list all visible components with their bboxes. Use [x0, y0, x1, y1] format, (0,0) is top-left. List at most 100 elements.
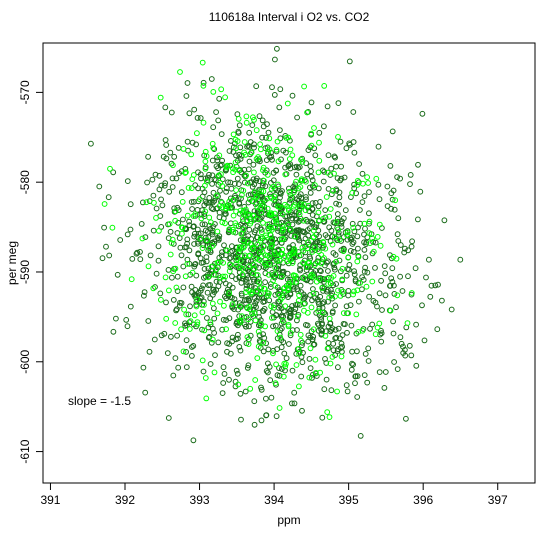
scatter-point — [308, 130, 315, 137]
scatter-point — [349, 220, 356, 227]
scatter-point — [99, 255, 106, 262]
scatter-point — [312, 244, 318, 251]
scatter-point — [257, 205, 264, 212]
scatter-point — [375, 181, 382, 188]
scatter-point — [271, 302, 277, 309]
scatter-point — [408, 290, 415, 296]
scatter-point — [251, 278, 257, 285]
scatter-point — [321, 123, 327, 130]
scatter-point — [320, 239, 327, 246]
scatter-point — [263, 412, 270, 419]
scatter-point — [310, 341, 317, 348]
scatter-point — [268, 211, 275, 218]
scatter-point — [211, 369, 218, 376]
scatter-point — [233, 261, 239, 268]
scatter-point — [372, 265, 378, 271]
scatter-point — [249, 310, 256, 317]
scatter-point — [151, 336, 158, 343]
scatter-point — [161, 330, 168, 337]
scatter-point — [239, 275, 246, 282]
scatter-point — [203, 254, 210, 261]
scatter-point — [280, 235, 287, 242]
scatter-point — [395, 238, 402, 244]
scatter-point — [226, 226, 233, 233]
scatter-point — [336, 257, 343, 264]
scatter-point — [227, 249, 234, 255]
scatter-point — [259, 248, 266, 255]
scatter-point — [262, 183, 269, 190]
scatter-point — [274, 346, 281, 353]
scatter-point — [310, 290, 317, 297]
scatter-point — [309, 219, 316, 226]
scatter-point — [294, 327, 300, 333]
scatter-point — [170, 372, 177, 379]
scatter-point — [333, 334, 340, 341]
scatter-point — [269, 235, 276, 242]
scatter-point — [209, 172, 216, 179]
scatter-point — [309, 177, 316, 184]
scatter-point — [157, 290, 164, 297]
scatter-point — [214, 228, 221, 235]
scatter-point — [237, 347, 244, 354]
scatter-point — [226, 315, 233, 322]
scatter-point — [329, 325, 336, 332]
scatter-point — [281, 360, 288, 367]
scatter-point — [298, 337, 304, 344]
scatter-point — [365, 345, 372, 352]
scatter-point — [255, 294, 262, 301]
scatter-point — [243, 282, 250, 289]
scatter-point — [183, 169, 189, 176]
scatter-point — [174, 332, 181, 339]
scatter-point — [301, 83, 308, 90]
scatter-point — [174, 230, 181, 236]
scatter-point — [269, 272, 276, 278]
scatter-point — [213, 192, 220, 199]
scatter-point — [219, 390, 226, 397]
scatter-point — [321, 169, 328, 175]
scatter-point — [190, 343, 197, 349]
scatter-point — [405, 247, 412, 254]
scatter-point — [199, 357, 206, 364]
scatter-point — [362, 351, 369, 357]
scatter-point — [128, 276, 135, 283]
scatter-point — [285, 162, 292, 169]
scatter-point — [327, 360, 334, 367]
scatter-point — [217, 275, 224, 281]
scatter-point — [201, 202, 208, 209]
scatter-point — [217, 162, 224, 169]
scatter-point — [312, 356, 319, 363]
scatter-point — [277, 127, 283, 134]
scatter-point — [261, 177, 267, 184]
scatter-point — [272, 282, 279, 289]
scatter-point — [264, 172, 271, 178]
scatter-point — [248, 149, 255, 156]
scatter-point — [207, 319, 214, 326]
scatter-point — [310, 234, 317, 241]
scatter-point — [196, 196, 203, 203]
scatter-point — [197, 235, 204, 242]
scatter-point — [336, 201, 343, 208]
scatter-point — [280, 268, 287, 275]
scatter-point — [248, 179, 255, 186]
scatter-point — [190, 437, 197, 444]
scatter-point — [202, 165, 209, 172]
scatter-point — [289, 260, 296, 266]
x-tick-label: 391 — [40, 493, 60, 507]
scatter-point — [193, 303, 200, 310]
scatter-point — [312, 182, 318, 189]
scatter-point — [330, 347, 337, 354]
scatter-point — [275, 158, 282, 165]
scatter-point — [376, 290, 383, 297]
scatter-point — [206, 171, 212, 178]
scatter-point — [394, 174, 401, 181]
scatter-point — [340, 215, 347, 222]
scatter-point — [293, 171, 300, 178]
scatter-point — [294, 196, 301, 203]
scatter-point — [301, 301, 307, 307]
scatter-point — [345, 292, 352, 299]
scatter-point — [356, 161, 363, 167]
scatter-point — [364, 269, 371, 276]
scatter-point — [251, 189, 258, 196]
scatter-point — [150, 285, 157, 292]
